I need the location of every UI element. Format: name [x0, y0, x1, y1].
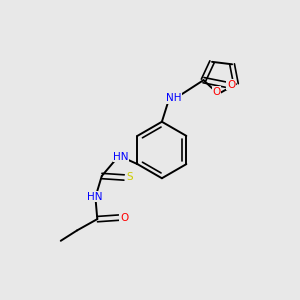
Text: O: O	[227, 80, 235, 90]
Text: O: O	[213, 87, 221, 97]
Text: NH: NH	[166, 93, 182, 103]
Text: O: O	[120, 213, 128, 223]
Text: S: S	[127, 172, 133, 182]
Text: HN: HN	[87, 192, 102, 202]
Text: HN: HN	[113, 152, 129, 162]
